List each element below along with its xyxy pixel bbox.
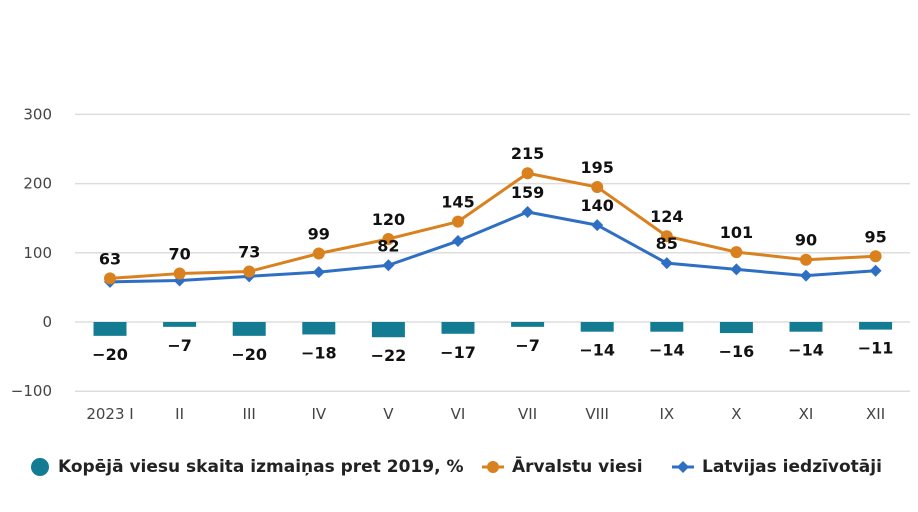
x-tick-label: XI [799,405,814,423]
bar-data-label: −22 [371,346,407,365]
bar [859,322,893,330]
legend-label: Kopējā viesu skaita izmaiņas pret 2019, … [58,457,464,477]
bar-data-label: −7 [515,336,540,355]
series-marker-diamond [660,257,673,270]
line-data-label: 101 [720,223,753,242]
line-circle-icon [482,461,504,473]
line-data-label: 145 [441,193,474,212]
line-data-label: 85 [656,234,678,253]
y-tick-label: 0 [42,313,52,331]
line-diamond-icon [672,461,694,473]
series-marker-circle [452,215,464,228]
series-marker-circle [730,246,743,259]
data-labels: −20 −7 −20 −18 −22 −17 −7 −14 −14 −16 −14 −11 82 159 1… [92,144,893,365]
bar [441,322,475,334]
legend-item-latvian-residents[interactable]: Latvijas iedzīvotāji [672,452,882,482]
bar [789,322,823,332]
line-data-label: 63 [99,249,121,268]
line-data-label: 82 [377,236,399,255]
y-axis-ticks: −100 0 100 200 300 [11,105,52,400]
y-tick-label: 200 [23,175,52,193]
bar-series [93,322,893,338]
bar-data-label: −11 [858,339,894,358]
series-marker-diamond [312,266,325,279]
y-tick-label: 300 [23,105,52,123]
legend-item-total-change[interactable]: Kopējā viesu skaita izmaiņas pret 2019, … [30,452,464,482]
legend: Kopējā viesu skaita izmaiņas pret 2019, … [0,452,918,482]
x-tick-label: III [243,405,256,423]
series-marker-diamond [800,269,812,282]
bar-data-label: −17 [440,343,476,362]
legend-item-foreign-guests[interactable]: Ārvalstu viesi [482,452,643,482]
bar-data-label: −18 [301,343,337,362]
series-marker-diamond [730,263,743,276]
bar-data-label: −20 [92,345,128,364]
line-data-label: 70 [168,245,190,264]
bar-data-label: −14 [649,341,685,360]
y-tick-label: 100 [23,244,52,262]
line-data-label: 90 [795,231,817,250]
series-marker-diamond [452,235,464,248]
line-data-label: 99 [308,224,330,243]
x-tick-label: VI [451,405,466,423]
x-tick-label: IX [659,405,674,423]
circle-icon [31,458,49,476]
line-data-label: 159 [511,183,544,202]
bar-data-label: −14 [788,341,824,360]
bar [232,322,266,336]
bar-data-label: −16 [719,342,755,361]
bar [580,322,614,332]
bar [650,322,684,332]
series-marker-circle [591,181,604,194]
x-tick-label: VIII [585,405,609,423]
line-data-label: 73 [238,242,260,261]
series-marker-circle [521,167,534,180]
bar [719,322,753,334]
x-tick-label: 2023 I [86,405,133,423]
bar [163,322,197,327]
bar [302,322,336,335]
series-marker-diamond [591,219,604,232]
line-data-label: 95 [864,227,886,246]
x-tick-label: V [383,405,394,423]
series-marker-circle [173,267,186,280]
series-marker-diamond [521,205,534,218]
bar [511,322,545,327]
line-data-label: 140 [580,196,613,215]
legend-label: Ārvalstu viesi [512,457,643,477]
series-marker-circle [800,253,812,266]
line-data-label: 124 [650,207,683,226]
x-axis-ticks: 2023 I II III IV V VI VII VIII IX X XI XII [86,405,885,423]
series-marker-circle [104,272,116,285]
bar [93,322,127,336]
line-data-label: 215 [511,144,544,163]
x-tick-label: VII [518,405,537,423]
gridlines [75,113,910,392]
line-series [104,167,882,288]
series-marker-circle [660,230,673,243]
series-marker-circle [243,265,256,278]
line-data-label: 195 [580,158,613,177]
series-marker-circle [382,232,395,245]
x-tick-label: IV [311,405,326,423]
series-marker-circle [869,250,882,263]
line-data-label: 120 [372,210,405,229]
bar-data-label: −7 [167,336,192,355]
bar-data-label: −14 [579,341,615,360]
bar-data-label: −20 [231,345,267,364]
y-tick-label: −100 [11,382,52,400]
series-marker-circle [312,247,325,260]
legend-label: Latvijas iedzīvotāji [702,457,882,477]
series-marker-diamond [869,264,882,277]
series-marker-diamond [382,259,395,272]
x-tick-label: II [175,405,184,423]
x-tick-label: XII [866,405,885,423]
series-line [109,210,876,284]
series-line [109,171,876,280]
bar [371,322,405,338]
x-tick-label: X [731,405,741,423]
